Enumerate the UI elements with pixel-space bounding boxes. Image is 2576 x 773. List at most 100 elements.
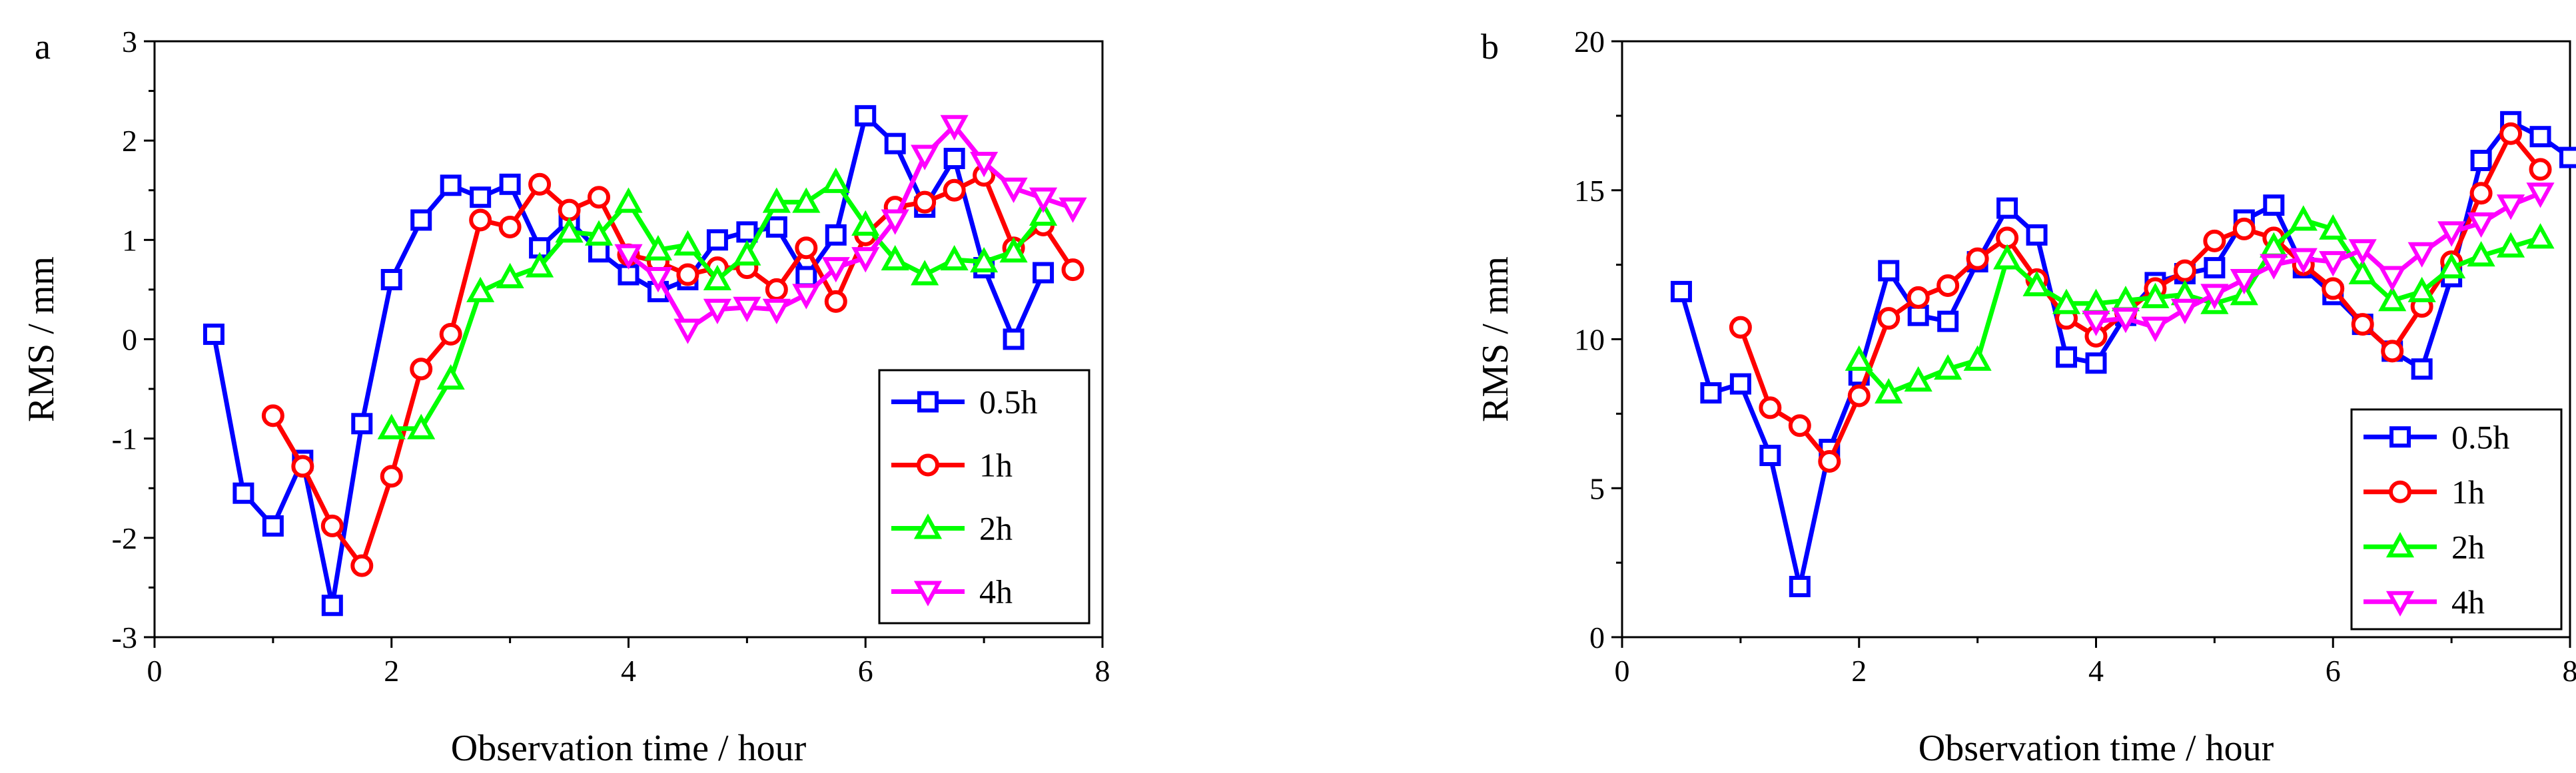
legend-label-1h: 1h [2451, 473, 2485, 511]
chart-panel-a: a 0 2 4 6 8 -3 -2 -1 0 1 2 3 Observation time / hour R… [21, 25, 1110, 769]
legend-box [2350, 408, 2563, 631]
y-axis-title: RMS / mm [21, 256, 62, 422]
data-point-2h [762, 187, 791, 213]
y-tick-label: -2 [112, 521, 137, 555]
legend-marker-2h [913, 513, 943, 539]
legend-marker-1h [2389, 480, 2411, 503]
data-point-4h [703, 298, 731, 324]
data-point-4h [2437, 221, 2466, 247]
data-point-2h [2082, 288, 2110, 314]
data-point-4h [2200, 284, 2229, 310]
y-tick-label: -1 [112, 422, 137, 456]
data-point-4h [2526, 182, 2555, 208]
data-point-2h [673, 230, 702, 256]
legend-marker-4h [2385, 591, 2415, 617]
y-tick-label: 0 [122, 323, 137, 357]
data-point-0.5h [203, 324, 224, 346]
data-point-1h [2203, 229, 2226, 252]
data-point-0.5h [2085, 352, 2107, 374]
data-point-4h [2496, 194, 2525, 220]
x-axis-title: Observation time / hour [451, 728, 807, 769]
data-point-4h [2289, 248, 2318, 274]
data-point-1h [1818, 449, 1841, 473]
data-point-2h [1875, 378, 1903, 404]
data-point-1h [2529, 158, 2552, 181]
data-point-2h [970, 246, 999, 273]
data-point-0.5h [2529, 126, 2551, 148]
panel-letter: a [35, 27, 51, 67]
data-point-2h [2526, 223, 2555, 249]
data-point-2h [1993, 244, 2022, 270]
data-point-1h [913, 190, 937, 214]
data-point-2h [1904, 366, 1932, 392]
legend-marker-0.5h [917, 391, 939, 413]
data-point-0.5h [1878, 260, 1900, 282]
data-point-0.5h [825, 224, 847, 246]
data-point-0.5h [2056, 346, 2078, 368]
data-point-2h [1029, 200, 1058, 226]
data-point-1h [558, 198, 581, 222]
legend-label-2h: 2h [979, 510, 1013, 547]
panel-letter: b [1481, 27, 1499, 67]
data-point-2h [881, 244, 909, 271]
data-point-4h [733, 296, 761, 322]
data-point-4h [911, 144, 939, 170]
data-point-2h [2496, 232, 2525, 258]
data-point-2h [733, 240, 761, 266]
data-point-0.5h [2411, 358, 2433, 380]
legend-label-0.5h: 0.5h [979, 384, 1038, 421]
data-point-0.5h [943, 148, 965, 170]
y-tick-label: 10 [1574, 323, 1605, 357]
data-point-4h [2230, 269, 2258, 295]
data-point-1h [2381, 340, 2404, 363]
data-point-4h [2467, 212, 2495, 238]
data-point-0.5h [440, 174, 462, 196]
data-point-2h [940, 244, 969, 271]
data-point-0.5h [855, 105, 877, 127]
data-point-2h [999, 237, 1028, 263]
data-point-4h [614, 244, 643, 270]
data-point-1h [588, 186, 611, 209]
data-point-1h [439, 323, 462, 346]
data-point-4h [821, 257, 850, 283]
data-point-0.5h [232, 482, 254, 504]
data-point-4h [2348, 239, 2377, 265]
x-tick-label: 2 [384, 654, 399, 688]
y-tick-label: 3 [122, 25, 137, 59]
x-tick-label: 0 [1615, 654, 1630, 688]
y-tick-label: 0 [1589, 621, 1605, 654]
data-point-1h [380, 465, 403, 488]
y-tick-label: 1 [122, 223, 137, 257]
data-point-1h [528, 172, 552, 196]
data-point-2h [2022, 270, 2051, 296]
data-point-0.5h [1759, 445, 1781, 467]
data-point-0.5h [410, 209, 432, 231]
data-point-2h [911, 260, 939, 286]
legend-marker-1h [917, 453, 939, 477]
data-point-2h [792, 187, 821, 213]
data-point-4h [762, 298, 791, 324]
x-tick-label: 0 [147, 654, 163, 688]
x-tick-label: 8 [1095, 654, 1110, 688]
data-point-4h [940, 115, 969, 141]
legend: 0.5h 1h 2h 4h [878, 369, 1090, 625]
data-point-2h [2141, 282, 2170, 308]
legend-marker-2h [2385, 532, 2415, 558]
data-point-4h [792, 284, 821, 310]
data-point-0.5h [706, 229, 728, 251]
data-point-2h [526, 252, 554, 278]
data-point-0.5h [736, 221, 758, 243]
data-point-0.5h [1700, 382, 1722, 404]
data-point-4h [2319, 251, 2348, 277]
data-point-1h [2173, 259, 2196, 282]
x-tick-label: 4 [621, 654, 636, 688]
data-point-0.5h [2026, 224, 2048, 246]
data-point-1h [2232, 217, 2256, 240]
data-point-0.5h [351, 413, 373, 435]
data-point-1h [765, 278, 788, 301]
data-point-1h [261, 404, 284, 427]
data-point-2h [555, 217, 584, 243]
data-point-0.5h [321, 595, 343, 617]
data-point-2h [436, 364, 465, 390]
